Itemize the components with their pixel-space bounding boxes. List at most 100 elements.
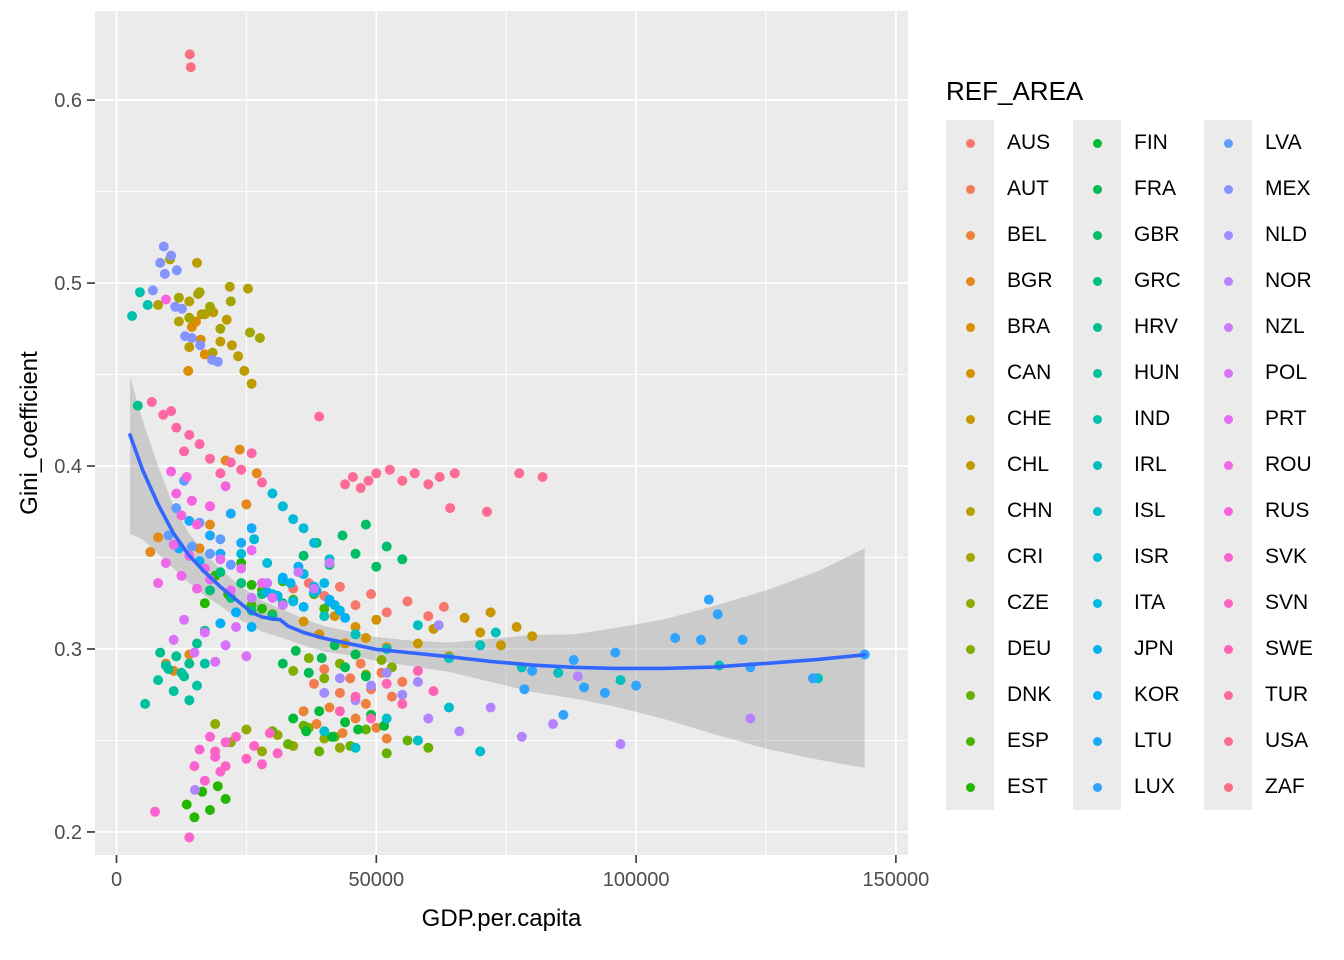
legend-dot-icon	[965, 414, 975, 424]
legend-entry-SVN: SVN	[1204, 580, 1336, 626]
data-point-LUX	[599, 687, 610, 698]
legend-entry-PRT: PRT	[1204, 396, 1336, 442]
data-point-USA	[355, 483, 366, 493]
legend-key	[946, 534, 994, 580]
data-point-PRT	[246, 545, 257, 556]
legend-dot-icon	[1223, 552, 1233, 562]
data-point-SVN	[220, 761, 231, 772]
data-point-GBR	[350, 548, 361, 559]
legend-key	[946, 120, 994, 166]
legend-entry-USA: USA	[1204, 718, 1336, 764]
data-point-FIN	[327, 731, 338, 742]
data-point-IRL	[475, 640, 486, 651]
legend-label: JPN	[1134, 637, 1174, 660]
data-point-IRL	[615, 675, 626, 686]
data-point-LUX	[631, 680, 642, 691]
data-point-BGR	[241, 499, 252, 510]
data-point-IND	[142, 300, 153, 310]
legend-dot-icon	[1223, 276, 1233, 286]
data-point-LVA	[225, 559, 236, 570]
legend-entry-GRC: GRC	[1073, 258, 1204, 304]
legend-dot-icon	[1223, 184, 1233, 194]
legend-dot-icon	[1092, 736, 1102, 746]
legend-key	[946, 764, 994, 810]
data-point-CHN	[153, 300, 164, 310]
data-point-ISL	[381, 713, 392, 724]
data-point-USA	[363, 475, 374, 486]
legend-label: HRV	[1134, 315, 1178, 338]
data-point-FRA	[350, 649, 361, 660]
legend-entry-ZAF: ZAF	[1204, 764, 1336, 810]
data-point-AUT	[334, 687, 345, 698]
data-point-CHN	[173, 316, 184, 327]
data-point-TUR	[146, 397, 157, 407]
data-point-AUS	[350, 600, 361, 611]
legend-key	[1073, 396, 1121, 442]
y-tick-label: 0.5	[54, 273, 82, 295]
data-point-ISR	[298, 523, 309, 534]
legend-label: LTU	[1134, 729, 1173, 752]
data-point-NOR	[485, 702, 496, 713]
legend-entry-CHE: CHE	[946, 396, 1073, 442]
legend-dot-icon	[965, 736, 975, 746]
legend-label: FIN	[1134, 131, 1168, 154]
legend-key	[1204, 718, 1252, 764]
data-point-LUX	[568, 655, 579, 665]
confidence-ribbon	[130, 376, 865, 768]
data-point-USA	[434, 472, 445, 482]
x-tick-label: 50000	[348, 869, 404, 891]
data-point-ISR	[249, 534, 260, 545]
data-point-POL	[210, 656, 221, 667]
data-point-BRA	[183, 365, 194, 376]
data-point-ISL	[350, 742, 361, 753]
data-point-HRV	[184, 658, 195, 669]
data-point-EST	[181, 799, 192, 810]
data-point-USA	[371, 468, 382, 479]
data-point-POL	[199, 627, 210, 638]
data-point-SVK	[199, 775, 210, 786]
data-point-CZE	[319, 733, 330, 744]
data-point-BGR	[153, 532, 164, 543]
data-point-GBR	[298, 550, 309, 561]
data-point-TUR	[184, 429, 195, 440]
legend-entry-RUS: RUS	[1204, 488, 1336, 534]
data-point-SVN	[231, 731, 241, 742]
data-point-NOR	[572, 671, 583, 682]
data-point-CAN	[360, 633, 371, 643]
data-point-CHE	[459, 612, 470, 623]
data-point-HUN	[184, 695, 195, 706]
data-point-TUR	[205, 453, 215, 464]
data-point-RUS	[176, 510, 187, 521]
data-point-NLD	[366, 680, 377, 691]
data-point-EST	[205, 805, 215, 815]
legend-key	[1073, 350, 1121, 396]
data-point-KOR	[340, 612, 351, 623]
legend-entry-TUR: TUR	[1204, 672, 1336, 718]
data-point-LUX	[610, 647, 621, 658]
data-point-FIN	[340, 717, 351, 728]
data-point-CHN	[184, 296, 195, 307]
data-point-NZL	[277, 600, 288, 611]
legend-entry-MEX: MEX	[1204, 166, 1336, 212]
legend-key	[946, 626, 994, 672]
data-point-POL	[179, 614, 190, 625]
data-point-LUX	[737, 634, 748, 645]
data-point-ISL	[319, 726, 330, 737]
legend-entry-IRL: IRL	[1073, 442, 1204, 488]
legend-label: NLD	[1265, 223, 1308, 246]
data-point-HUN	[192, 680, 202, 691]
data-point-NLD	[381, 667, 392, 678]
data-point-RUS	[220, 481, 231, 492]
x-tick-label: 100000	[603, 869, 670, 891]
legend-dot-icon	[1092, 690, 1102, 700]
data-point-CZE	[334, 742, 345, 753]
data-point-JPN	[285, 578, 296, 589]
data-point-NZL	[324, 558, 335, 568]
data-point-CRI	[184, 312, 195, 323]
legend-dot-icon	[1223, 460, 1233, 470]
data-point-ISL	[475, 746, 486, 757]
y-tick-label: 0.4	[54, 456, 82, 478]
data-point-CHL	[215, 336, 226, 347]
data-point-IND	[134, 287, 145, 298]
